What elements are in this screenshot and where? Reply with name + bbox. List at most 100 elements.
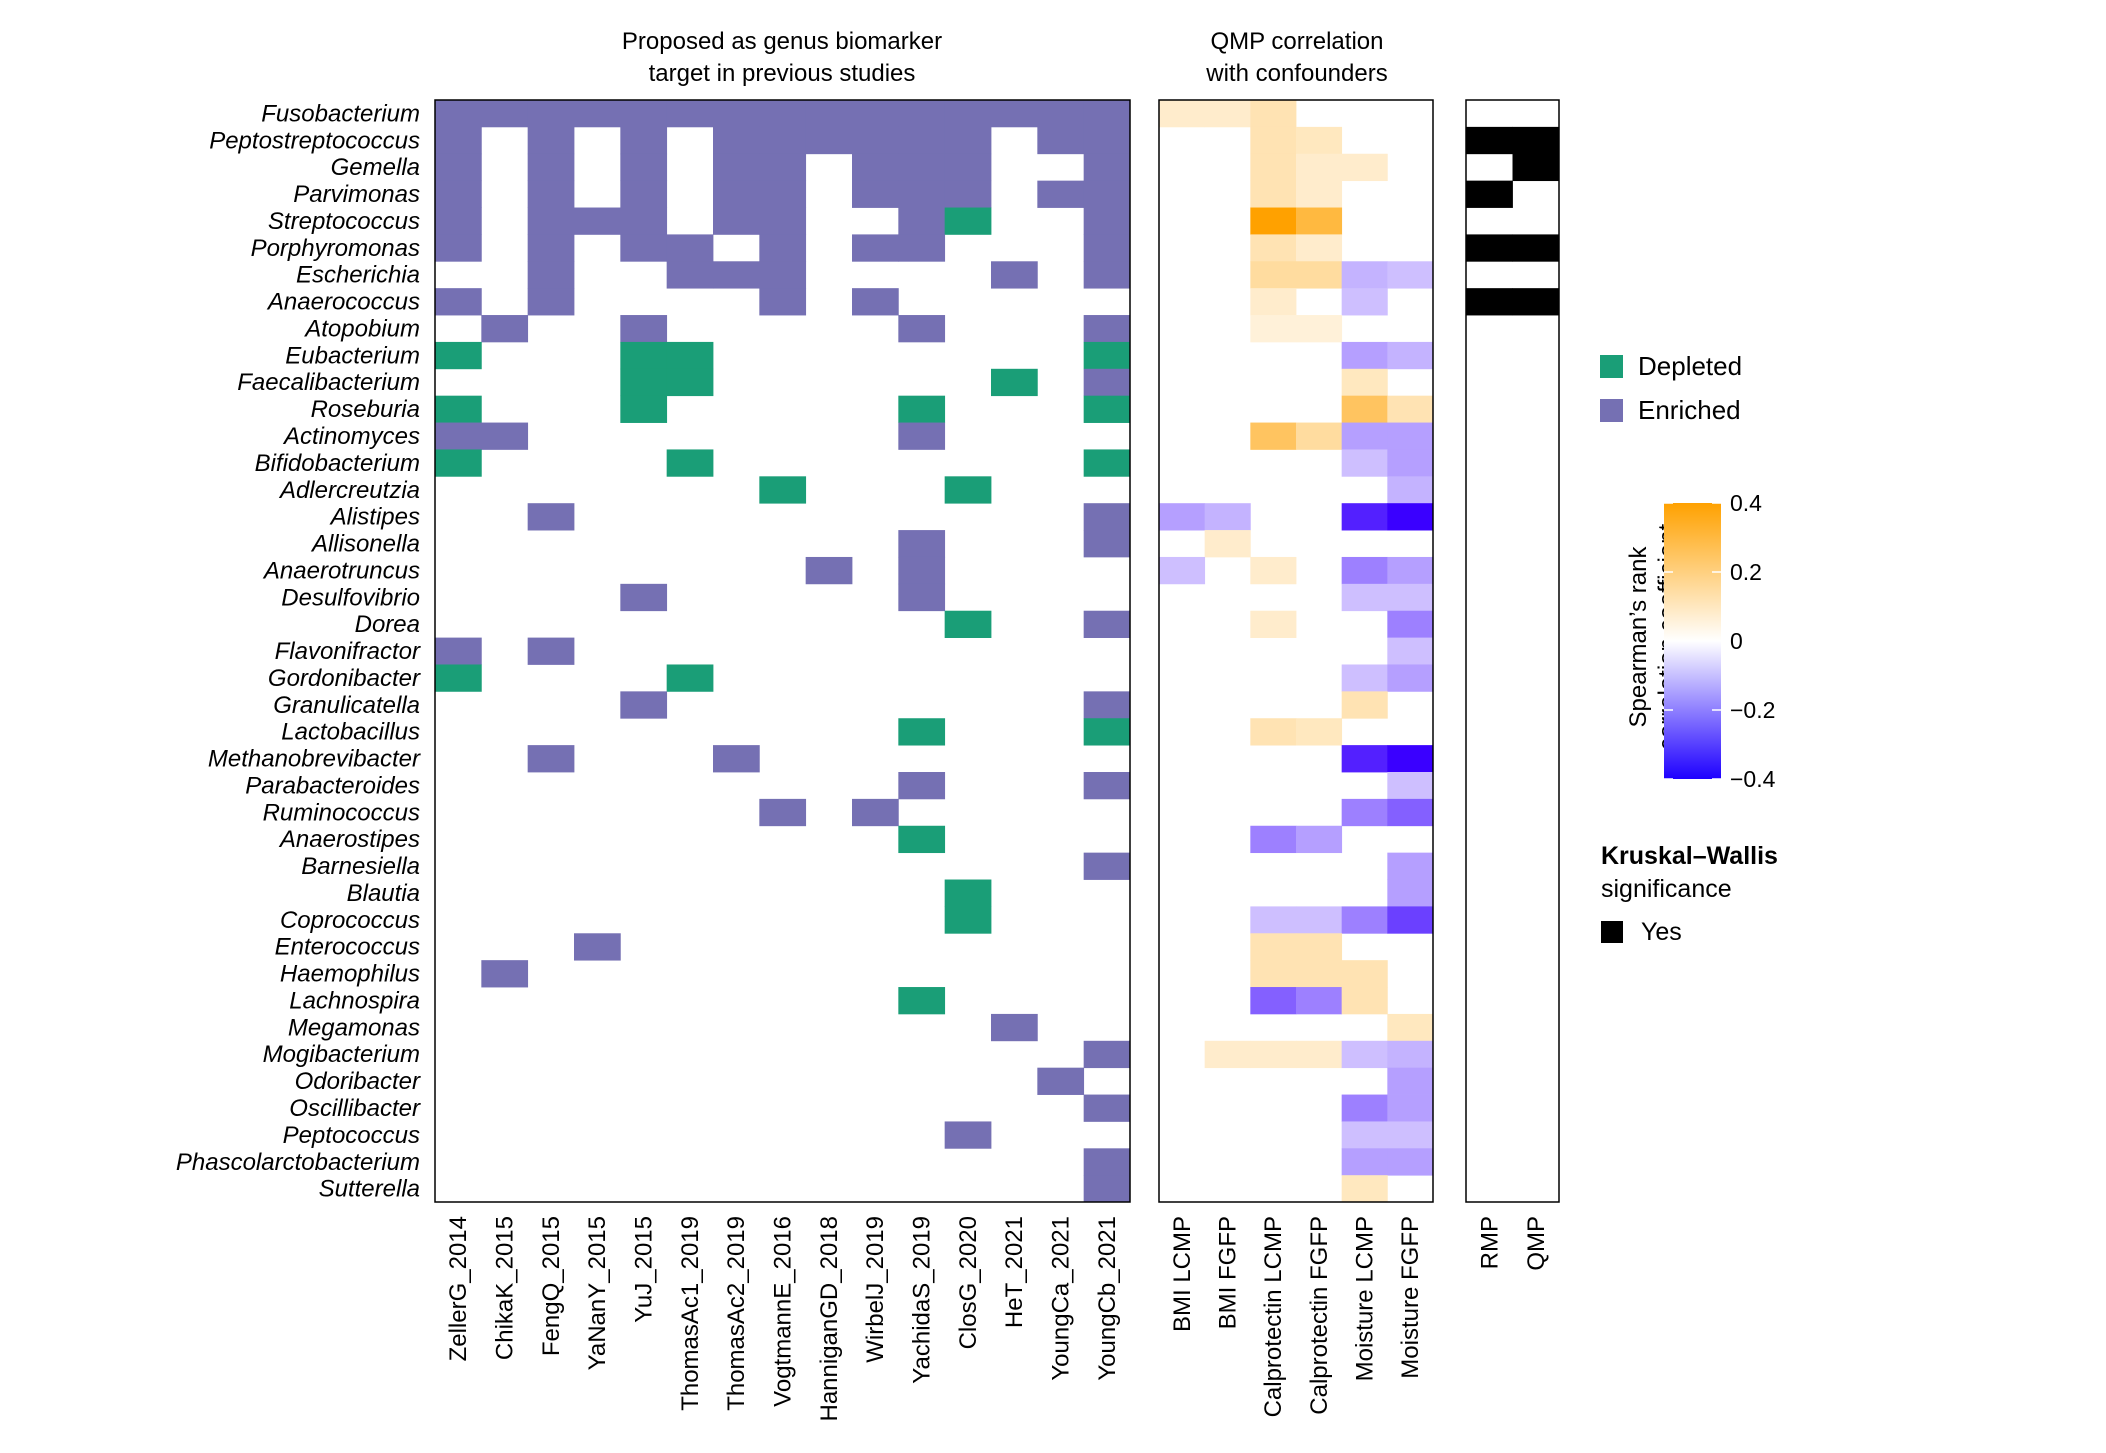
study-label: YaNanY_2015: [584, 1216, 611, 1370]
correlation-cell: [1387, 503, 1434, 531]
significant-cell: [1466, 234, 1513, 262]
cell-enriched: [852, 288, 899, 316]
cell-depleted: [1083, 341, 1131, 370]
correlation-cell: [1296, 207, 1343, 235]
correlation-cell: [1250, 234, 1297, 262]
genus-label: Porphyromonas: [251, 235, 420, 262]
correlation-cell: [1387, 422, 1434, 450]
correlation-cell: [1341, 987, 1388, 1015]
correlation-title-line-1: QMP correlation: [1211, 28, 1384, 55]
cell-depleted: [1083, 718, 1131, 746]
correlation-cell: [1296, 153, 1343, 182]
correlation-cell: [1159, 503, 1206, 531]
correlation-cell: [1250, 610, 1297, 638]
confounder-label: Moisture LCMP: [1352, 1216, 1379, 1381]
cell-enriched: [1083, 1175, 1131, 1203]
correlation-cell: [1204, 100, 1251, 128]
correlation-cell: [1159, 100, 1206, 128]
significance-heatmap: [1466, 126, 1560, 316]
genus-label: Phascolarctobacterium: [176, 1149, 420, 1176]
correlation-cell: [1341, 395, 1388, 423]
cell-enriched: [435, 234, 482, 262]
confounder-label: BMI LCMP: [1169, 1216, 1196, 1332]
cell-depleted: [435, 449, 482, 477]
correlation-cell: [1341, 288, 1388, 316]
cell-enriched: [1037, 1067, 1085, 1095]
cell-enriched: [1037, 180, 1085, 208]
cell-enriched: [481, 422, 529, 450]
cell-enriched: [1083, 126, 1131, 155]
cell-depleted: [620, 341, 668, 370]
genus-label: Gemella: [331, 154, 420, 181]
cell-enriched: [898, 180, 946, 208]
correlation-cell: [1250, 556, 1297, 585]
cell-enriched: [481, 315, 529, 343]
cell-depleted: [666, 368, 714, 397]
correlation-cell: [1296, 126, 1343, 155]
cell-depleted: [1083, 395, 1131, 423]
significance-column-label: QMP: [1523, 1216, 1550, 1271]
correlation-title-line-2: with confounders: [1205, 60, 1387, 87]
cell-enriched: [898, 126, 946, 155]
genus-label: Allisonella: [310, 531, 420, 558]
correlation-cell: [1387, 664, 1434, 692]
cell-enriched: [1037, 100, 1085, 128]
genus-row-labels: FusobacteriumPeptostreptococcusGemellaPa…: [176, 100, 421, 1202]
correlation-cell: [1341, 1148, 1388, 1176]
correlation-cell: [1250, 718, 1297, 746]
cell-enriched: [1083, 180, 1131, 208]
cell-depleted: [666, 341, 714, 370]
correlation-cell: [1296, 315, 1343, 343]
correlation-cell: [1341, 1175, 1388, 1203]
cell-depleted: [991, 368, 1038, 397]
cell-depleted: [944, 476, 992, 504]
correlation-cell: [1296, 960, 1343, 988]
cell-enriched: [759, 261, 807, 289]
significant-cell: [1512, 153, 1560, 182]
correlation-cell: [1296, 180, 1343, 208]
significant-cell: [1466, 126, 1513, 155]
genus-label: Actinomyces: [282, 423, 420, 450]
legend-yes-label: Yes: [1641, 918, 1682, 946]
correlation-cell: [1387, 1094, 1434, 1122]
cell-enriched: [805, 100, 853, 128]
study-label: HeT_2021: [1001, 1216, 1028, 1328]
genus-label: Fusobacterium: [261, 100, 420, 127]
genus-label: Megamonas: [288, 1014, 420, 1041]
cell-enriched: [435, 288, 482, 316]
cell-depleted: [944, 610, 992, 638]
correlation-cell: [1250, 315, 1297, 343]
genus-label: Granulicatella: [273, 692, 420, 719]
confounder-label: Calprotectin FGFP: [1306, 1216, 1333, 1415]
cell-depleted: [944, 879, 992, 907]
confounder-axis-labels: BMI LCMP BMI FGFP Calprotectin LCMP Calprot…: [1169, 1216, 1424, 1417]
genus-label: Anaerococcus: [266, 289, 420, 316]
significant-cell: [1466, 180, 1513, 208]
cell-enriched: [852, 153, 899, 182]
correlation-cell: [1341, 960, 1388, 988]
cell-enriched: [620, 126, 668, 155]
cell-enriched: [1083, 691, 1131, 719]
cell-enriched: [713, 180, 760, 208]
study-label: YuJ_2015: [631, 1216, 658, 1323]
correlation-cell: [1204, 1040, 1251, 1069]
legend-enriched-swatch: [1600, 399, 1623, 422]
correlation-cell: [1341, 341, 1388, 370]
cell-depleted: [620, 368, 668, 397]
cell-enriched: [898, 234, 946, 262]
cell-enriched: [574, 100, 621, 128]
study-axis-labels: ZellerG_2014 ChikaK_2015 FengQ_2015 YaNanY_…: [445, 1216, 1121, 1422]
genus-label: Enterococcus: [275, 934, 420, 961]
correlation-cell: [1387, 879, 1434, 907]
study-label: ZellerG_2014: [445, 1216, 472, 1361]
cell-enriched: [713, 745, 760, 773]
genus-label: Flavonifractor: [275, 638, 421, 665]
cell-enriched: [527, 180, 575, 208]
genus-label: Barnesiella: [301, 853, 420, 880]
correlation-cell: [1204, 503, 1251, 531]
correlation-cell: [1341, 1121, 1388, 1149]
significance-panel-frame: [1465, 99, 1560, 1203]
correlation-cell: [1387, 906, 1434, 934]
biomarker-title-line-2: target in previous studies: [649, 60, 916, 87]
cell-enriched: [944, 153, 992, 182]
